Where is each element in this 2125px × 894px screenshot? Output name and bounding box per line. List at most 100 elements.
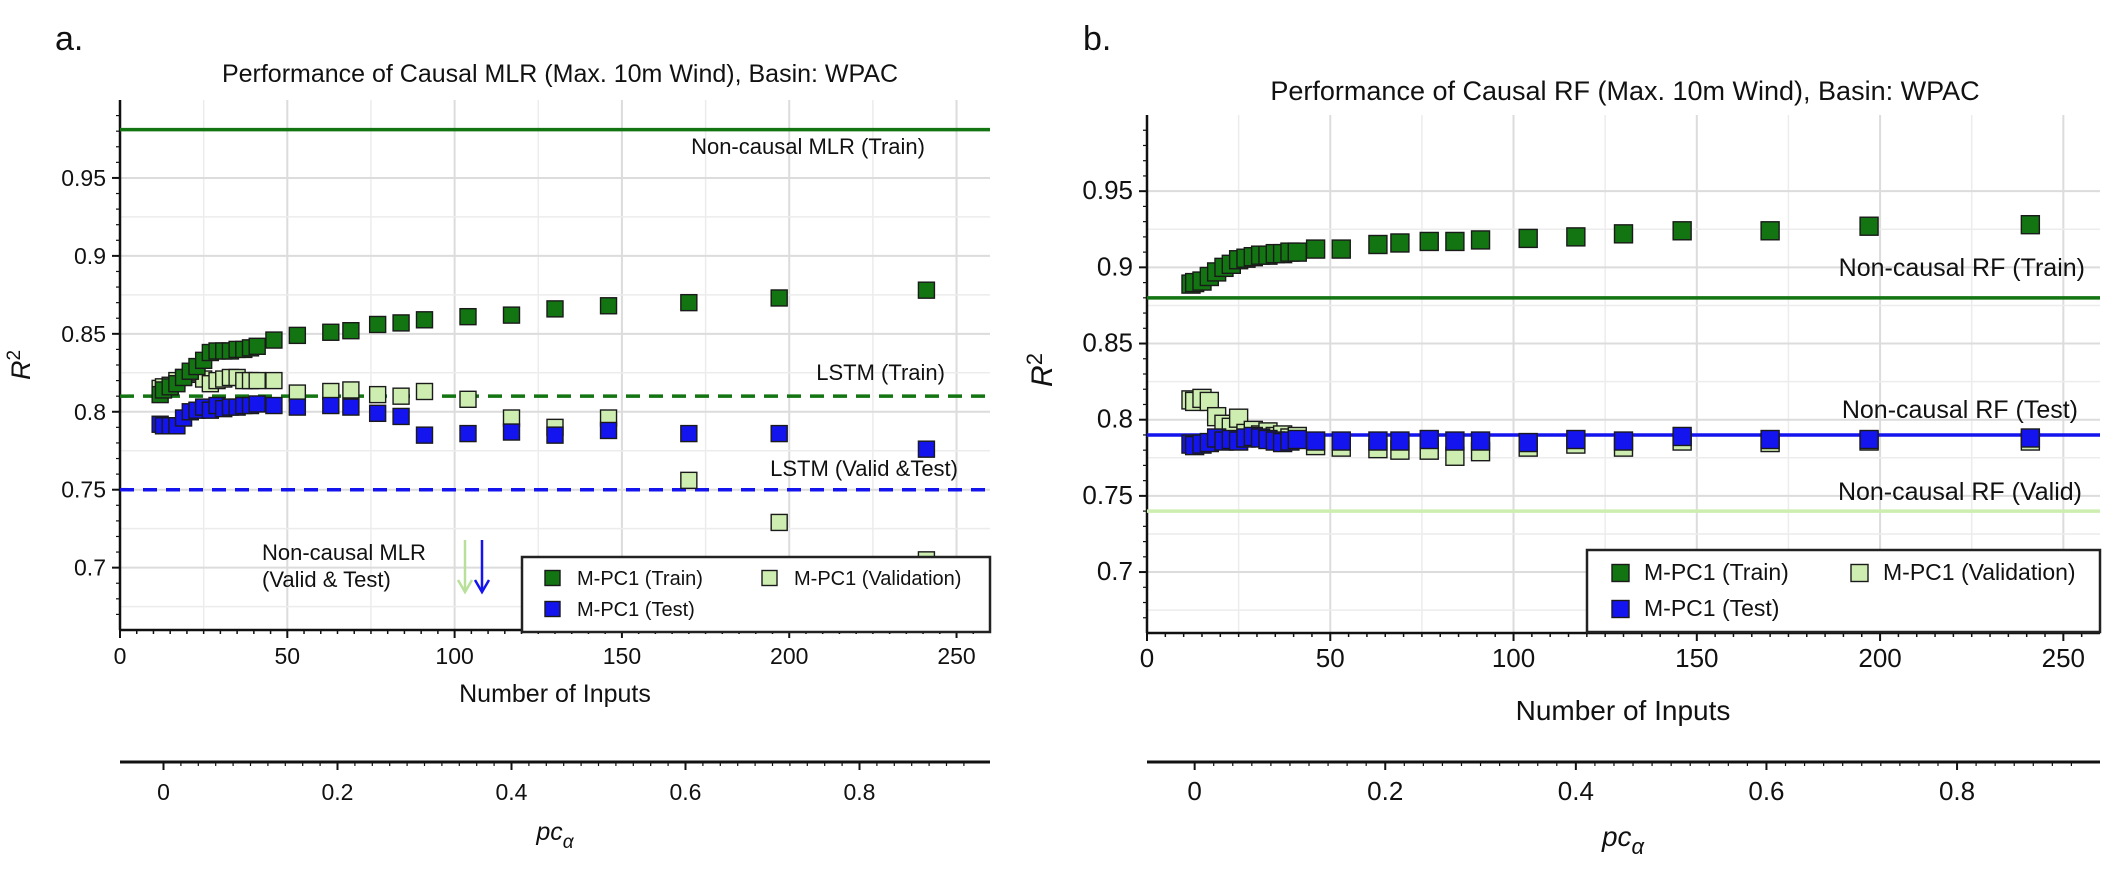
- secondary-tick-label: 0.4: [1558, 776, 1594, 806]
- data-point: [459, 390, 477, 408]
- secondary-axis-label-base: pc: [1601, 821, 1632, 852]
- data-point: [1518, 228, 1538, 249]
- data-point: [1566, 227, 1586, 247]
- data-point: [1305, 431, 1326, 451]
- data-point: [770, 513, 788, 532]
- reference-line-label: Non-causal RF (Test): [1842, 396, 2078, 424]
- x-tick-label: 200: [1858, 643, 1901, 673]
- series-m-pc1-train: [1181, 214, 2041, 294]
- data-point: [392, 407, 410, 426]
- data-point: [1445, 231, 1465, 252]
- legend-label: M-PC1 (Train): [577, 568, 703, 590]
- y-axis-label: R2: [1022, 353, 1059, 387]
- secondary-tick-label: 0.8: [844, 779, 876, 805]
- y-tick-label: 0.85: [1082, 328, 1133, 358]
- data-point: [415, 426, 434, 444]
- legend-box: [520, 555, 992, 634]
- x-axis-label: Number of Inputs: [1516, 695, 1731, 726]
- y-tick-label: 0.7: [1097, 556, 1133, 586]
- y-axis-label-sup: 2: [1022, 353, 1047, 365]
- x-tick-label: 100: [435, 643, 473, 669]
- data-point: [1470, 230, 1491, 250]
- y-tick-label: 0.95: [1082, 175, 1133, 205]
- data-point: [546, 426, 564, 444]
- x-tick-label: 150: [1675, 643, 1718, 673]
- data-point: [342, 322, 360, 340]
- y-tick-label: 0.75: [1082, 480, 1133, 510]
- secondary-tick-label: 0.6: [1748, 776, 1784, 806]
- y-tick-label: 0.8: [1097, 404, 1133, 434]
- data-point: [1305, 239, 1326, 259]
- legend-marker: [1611, 599, 1630, 619]
- data-point: [288, 398, 307, 416]
- data-point: [2020, 428, 2041, 448]
- data-point: [368, 315, 387, 334]
- legend-box: [1585, 548, 2102, 634]
- data-point: [680, 424, 698, 443]
- reference-line-label: Non-causal RF (Train): [1839, 254, 2085, 282]
- data-point: [1368, 234, 1388, 255]
- x-tick-label: 0: [114, 643, 127, 669]
- data-point: [459, 307, 477, 326]
- data-point: [1760, 429, 1780, 450]
- data-point: [265, 396, 283, 415]
- data-point: [248, 395, 266, 413]
- secondary-axis-label-sub: α: [563, 832, 575, 853]
- data-point: [322, 396, 340, 415]
- data-point: [415, 311, 434, 329]
- x-axis-label: Number of Inputs: [459, 680, 651, 708]
- annotation-arrow-head: [473, 579, 491, 595]
- data-point: [288, 326, 307, 345]
- data-point: [322, 323, 340, 341]
- x-tick-label: 250: [2042, 643, 2085, 673]
- secondary-axis-label: pcα: [535, 818, 574, 853]
- x-tick-label: 200: [770, 643, 808, 669]
- data-point: [265, 371, 283, 390]
- data-point: [1470, 431, 1491, 451]
- x-tick-label: 0: [1140, 643, 1154, 673]
- x-tick-label: 50: [1316, 643, 1345, 673]
- data-point: [1613, 431, 1634, 451]
- data-point: [770, 289, 788, 307]
- x-tick-label: 100: [1492, 643, 1535, 673]
- data-point: [917, 281, 936, 299]
- data-point: [248, 337, 266, 355]
- data-point: [1390, 233, 1410, 253]
- data-point: [502, 306, 521, 324]
- data-point: [368, 404, 387, 423]
- data-point: [1566, 429, 1586, 450]
- data-point: [1613, 224, 1634, 244]
- data-point: [599, 297, 618, 315]
- data-point: [342, 381, 360, 399]
- chart-title: Performance of Causal RF (Max. 10m Wind)…: [1270, 76, 1979, 106]
- data-point: [546, 300, 564, 318]
- reference-line-label: LSTM (Valid &Test): [770, 456, 958, 481]
- y-tick-label: 0.9: [1097, 251, 1133, 281]
- data-point: [392, 387, 410, 405]
- x-tick-label: 250: [937, 643, 975, 669]
- data-point: [248, 371, 266, 390]
- legend-marker: [544, 569, 561, 587]
- secondary-tick-label: 0.6: [670, 779, 702, 805]
- legend-label: M-PC1 (Test): [1644, 595, 1779, 621]
- legend: M-PC1 (Train) M-PC1 (Validation) M-PC1 (Te…: [520, 555, 992, 634]
- secondary-tick-label: 0: [1187, 776, 1201, 806]
- x-tick-label: 50: [275, 643, 301, 669]
- secondary-tick-label: 0.8: [1939, 776, 1975, 806]
- y-tick-label: 0.8: [74, 399, 106, 425]
- data-point: [415, 382, 434, 401]
- data-point: [342, 398, 360, 416]
- legend-label: M-PC1 (Train): [1644, 559, 1789, 585]
- legend: M-PC1 (Train) M-PC1 (Validation) M-PC1 (Te…: [1585, 548, 2102, 634]
- data-point: [265, 331, 283, 349]
- data-point: [459, 424, 477, 443]
- data-point: [392, 314, 410, 332]
- data-point: [680, 293, 698, 312]
- y-tick-label: 0.85: [61, 321, 106, 347]
- reference-line-label: Non-causal MLR (Train): [691, 134, 925, 159]
- data-point: [1859, 429, 1879, 450]
- data-point: [368, 385, 387, 404]
- data-point: [680, 471, 698, 490]
- annotation-line-1: Non-causal MLR: [262, 540, 426, 565]
